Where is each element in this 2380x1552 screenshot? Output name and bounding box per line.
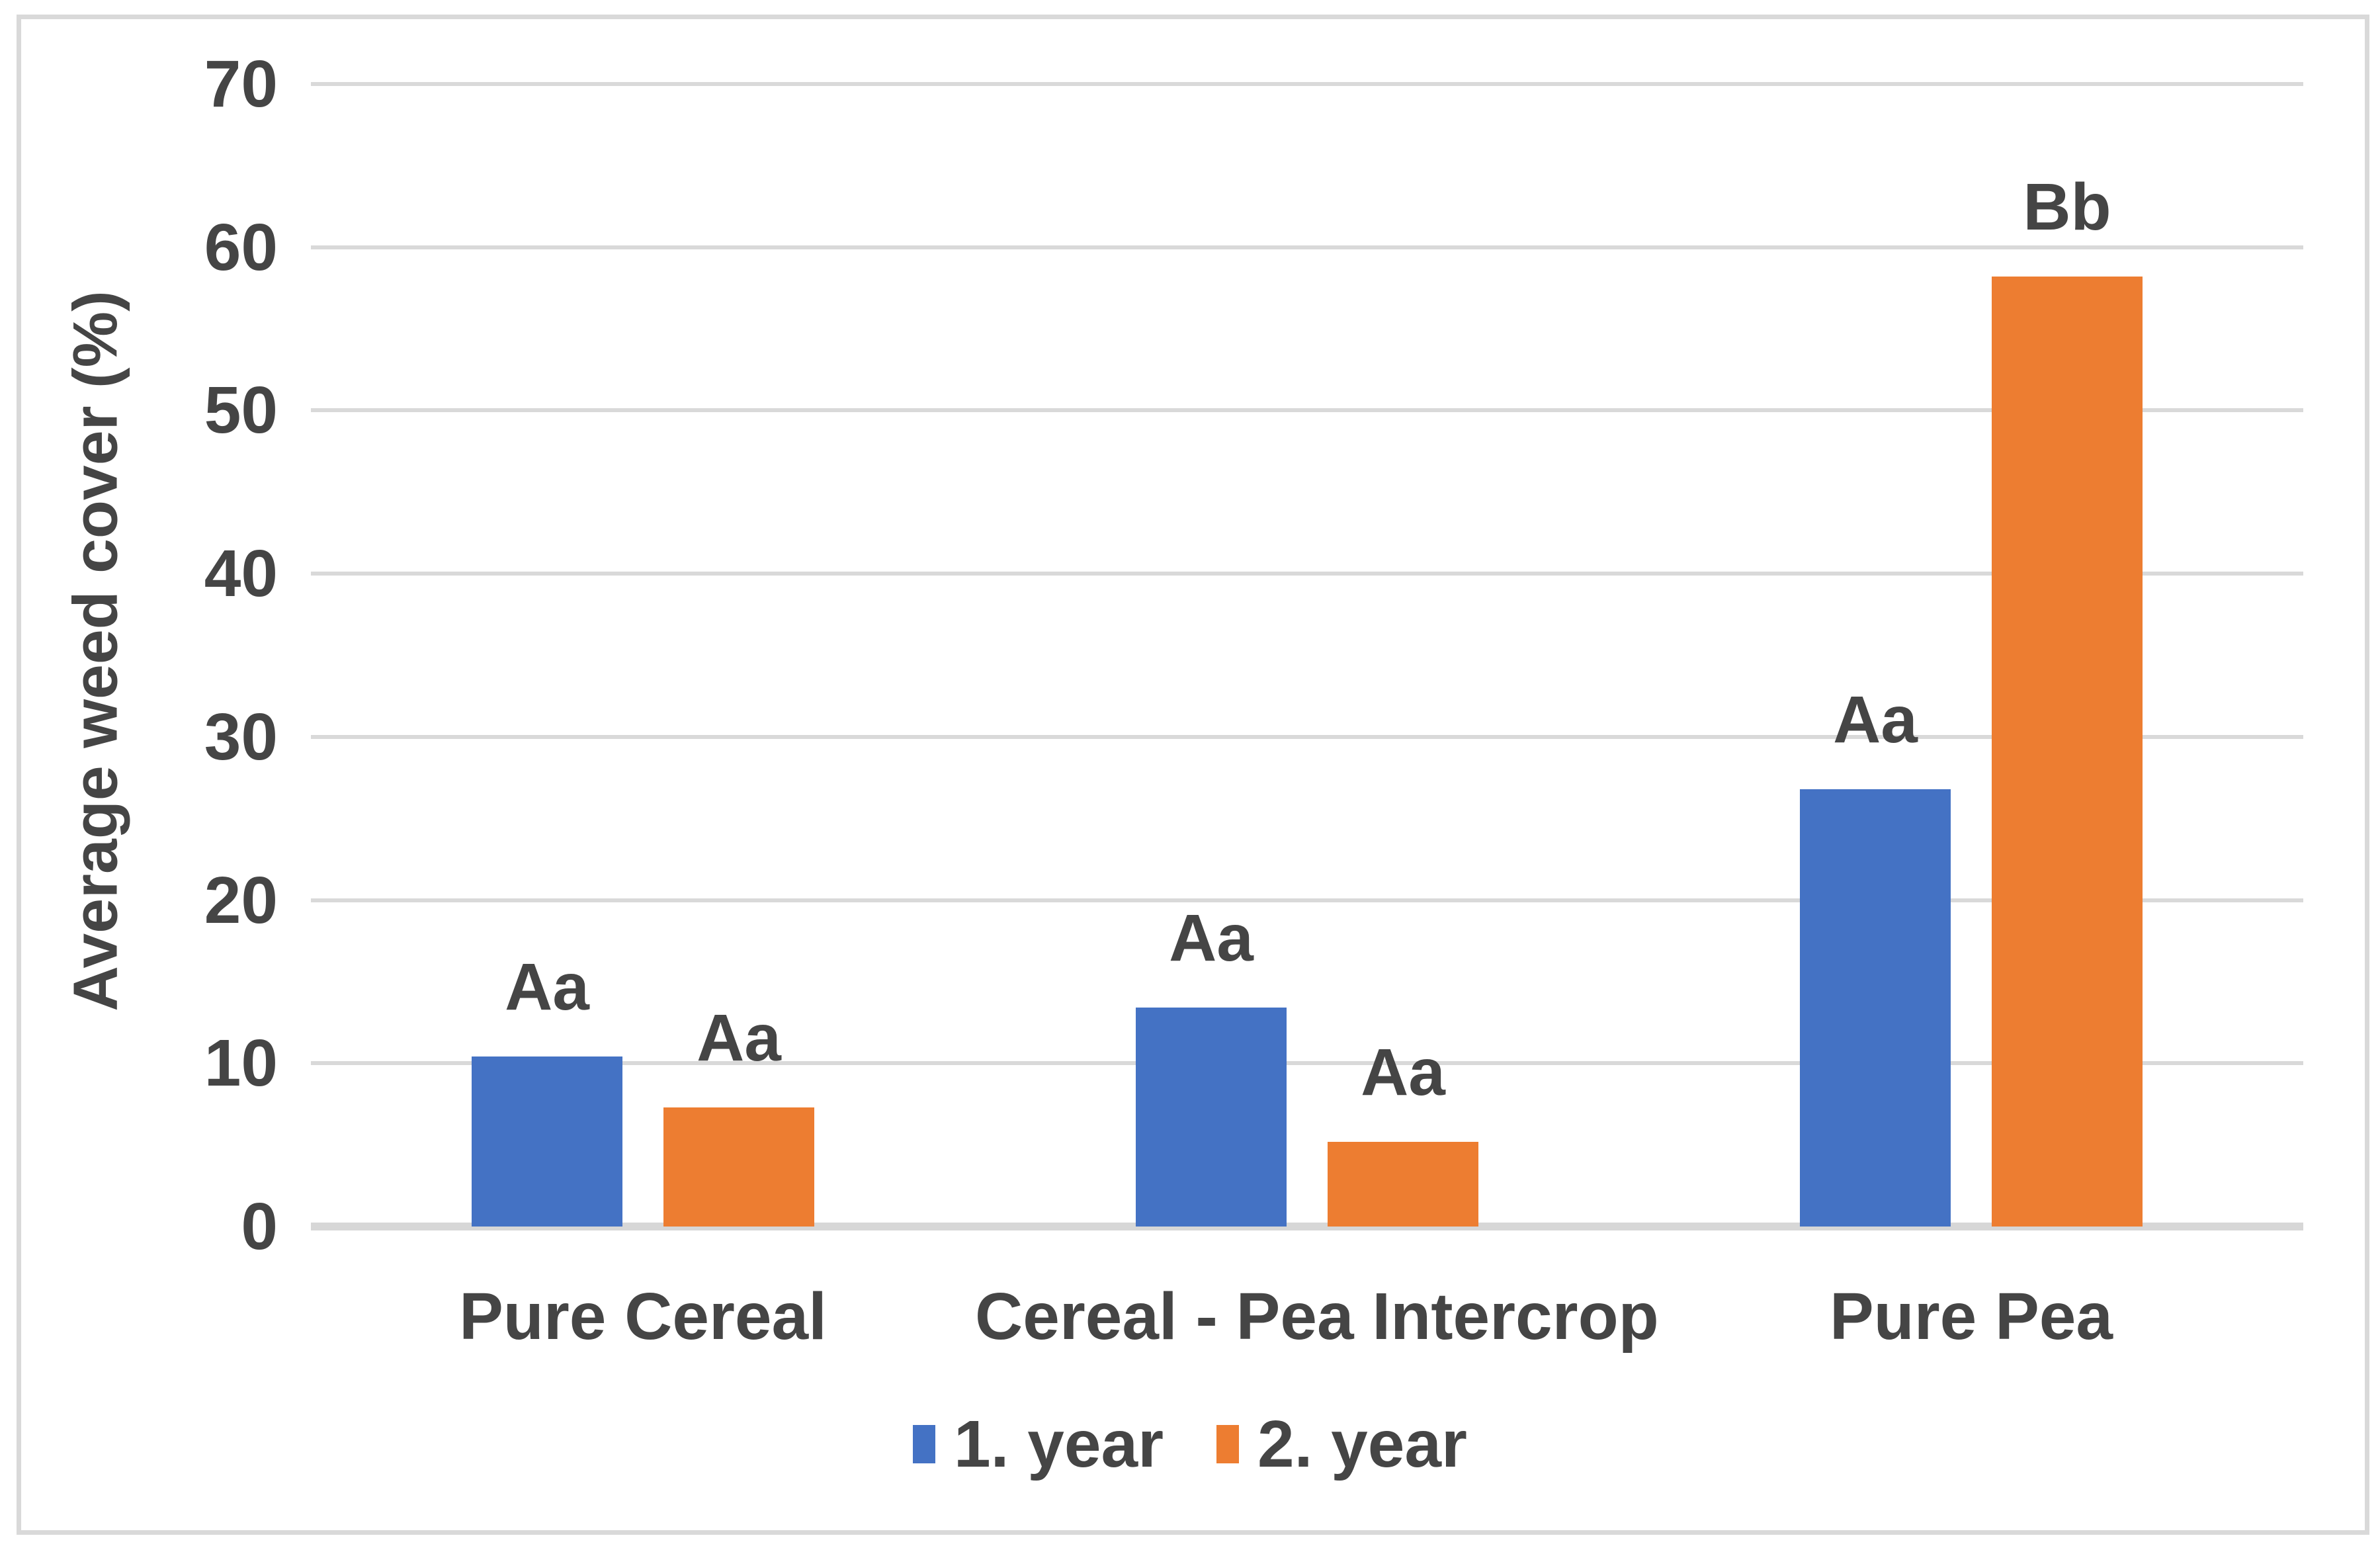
significance-label: Aa (1361, 1035, 1445, 1109)
gridline-10 (311, 1061, 2303, 1066)
significance-label: Aa (697, 1000, 781, 1075)
y-tick-label-10: 10 (204, 1026, 278, 1101)
plot-area: Aa Aa Aa Aa Aa Bb (311, 82, 2303, 1230)
bar-1year-3: Aa (1800, 687, 1951, 1227)
y-tick-label-30: 30 (204, 699, 278, 774)
gridline-20 (311, 898, 2303, 902)
category-group-2: Aa Aa (975, 84, 1639, 1227)
chart-legend: 1. year 2. year (0, 1401, 2380, 1487)
legend-item-1year: 1. year (913, 1411, 1164, 1477)
y-tick-label-70: 70 (204, 47, 278, 121)
significance-label: Aa (505, 950, 589, 1025)
y-tick-label-50: 50 (204, 373, 278, 448)
bar-1year-2: Aa (1136, 905, 1287, 1227)
bar-2year-1: Aa (663, 1005, 814, 1227)
bar-1year-1: Aa (472, 954, 622, 1227)
y-tick-label-20: 20 (204, 863, 278, 937)
legend-label: 1. year (954, 1407, 1164, 1481)
category-group-3: Aa Bb (1639, 84, 2303, 1227)
significance-label: Aa (1833, 682, 1918, 757)
gridline-30 (311, 734, 2303, 739)
category-group-1: Aa Aa (311, 84, 975, 1227)
gridline-50 (311, 408, 2303, 413)
legend-item-2year: 2. year (1216, 1411, 1467, 1477)
category-label-2: Cereal - Pea Intercrop (975, 1279, 1659, 1354)
significance-label: Aa (1169, 901, 1254, 976)
x-axis-category-labels: Pure Cereal Cereal - Pea Intercrop Pure Pe… (311, 1273, 2303, 1359)
legend-swatch-icon (913, 1425, 936, 1463)
y-tick-label-60: 60 (204, 210, 278, 284)
bar-2year-3: Bb (1992, 174, 2143, 1227)
category-label-1: Pure Cereal (459, 1279, 827, 1354)
gridline-70 (311, 82, 2303, 86)
legend-swatch-icon (1216, 1425, 1239, 1463)
y-axis-tick-labels: 0 10 20 30 40 50 60 70 (0, 0, 278, 1552)
y-tick-label-40: 40 (204, 537, 278, 611)
y-tick-label-0: 0 (241, 1189, 278, 1264)
category-label-3: Pure Pea (1829, 1279, 2113, 1354)
gridline-40 (311, 572, 2303, 576)
chart-border-frame (17, 15, 2369, 1535)
significance-label: Bb (2023, 170, 2111, 245)
bar-2year-2: Aa (1328, 1039, 1478, 1227)
legend-label: 2. year (1257, 1407, 1467, 1481)
gridline-60 (311, 245, 2303, 249)
